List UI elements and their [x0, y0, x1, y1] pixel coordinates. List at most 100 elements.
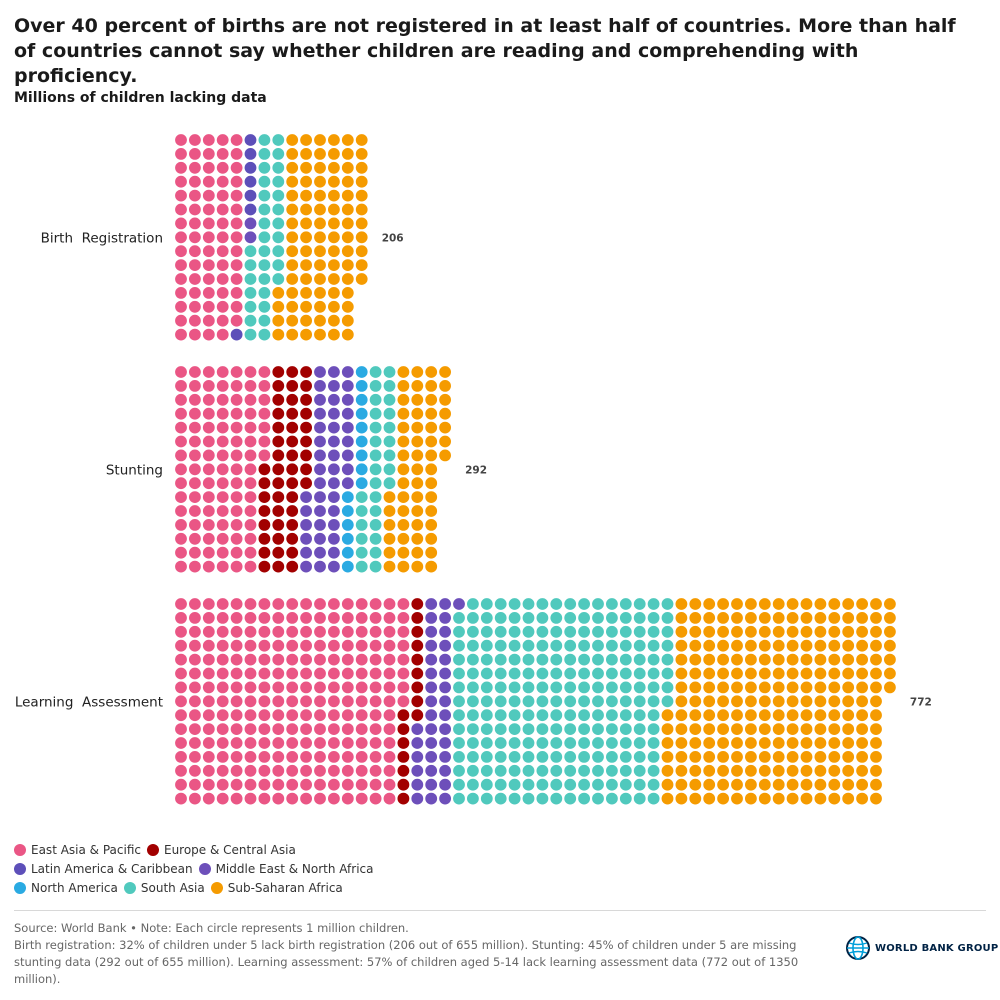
- waffle-dot: [328, 231, 340, 244]
- waffle-dot: [328, 598, 340, 610]
- waffle-dot: [411, 723, 424, 735]
- waffle-dot: [355, 709, 368, 722]
- waffle-dot: [578, 764, 590, 777]
- legend-item[interactable]: Latin America & Caribbean: [14, 862, 193, 876]
- waffle-dot: [397, 792, 410, 805]
- category-label: Stunting: [106, 462, 163, 478]
- waffle-dot: [328, 449, 340, 462]
- waffle-dot: [286, 175, 299, 188]
- waffle-dot: [814, 653, 827, 666]
- waffle-dot: [633, 667, 646, 680]
- waffle-dot: [675, 653, 688, 666]
- waffle-dot: [189, 203, 201, 216]
- waffle-dot: [216, 287, 229, 299]
- waffle-dot: [244, 778, 257, 791]
- waffle-dot: [480, 695, 493, 708]
- waffle-dot: [341, 519, 354, 531]
- waffle-dot: [216, 134, 229, 146]
- waffle-dot: [175, 231, 187, 244]
- legend-label: South Asia: [140, 880, 205, 895]
- legend-item[interactable]: Europe & Central Asia: [146, 843, 296, 857]
- waffle-dot: [230, 328, 243, 341]
- waffle-dot: [745, 625, 757, 638]
- waffle-dot: [314, 792, 326, 805]
- waffle-dot: [272, 505, 285, 517]
- waffle-dot: [536, 737, 549, 749]
- waffle-dot: [828, 667, 841, 680]
- waffle-dot: [189, 695, 201, 708]
- waffle-dot: [314, 695, 326, 708]
- waffle-dot: [425, 463, 438, 476]
- waffle-dot: [202, 723, 215, 735]
- waffle-dot: [689, 751, 702, 763]
- waffle-dot: [355, 134, 368, 146]
- waffle-dot: [175, 393, 187, 406]
- waffle-dot: [828, 709, 841, 722]
- waffle-dot: [328, 148, 340, 160]
- waffle-dot: [508, 792, 521, 805]
- waffle-dot: [411, 435, 424, 448]
- waffle-dot: [606, 695, 618, 708]
- waffle-dot: [175, 287, 187, 299]
- waffle-dot: [439, 751, 451, 763]
- waffle-dot: [300, 778, 312, 791]
- waffle-dot: [300, 681, 312, 694]
- legend-item[interactable]: North America: [14, 881, 118, 895]
- waffle-dot: [355, 189, 368, 202]
- waffle-dot: [189, 612, 201, 624]
- waffle-dot: [731, 653, 743, 666]
- waffle-dot: [439, 421, 451, 434]
- waffle-dot: [286, 778, 299, 791]
- waffle-dot: [856, 723, 868, 735]
- waffle-dot: [175, 491, 187, 503]
- waffle-dot: [258, 709, 271, 722]
- waffle-dot: [411, 653, 424, 666]
- waffle-dot: [480, 764, 493, 777]
- waffle-dot: [884, 625, 896, 638]
- waffle-dot: [717, 751, 729, 763]
- waffle-dot: [480, 598, 493, 610]
- waffle-dot: [189, 259, 201, 271]
- waffle-dot: [828, 681, 841, 694]
- waffle-dot: [814, 751, 827, 763]
- waffle-dot: [286, 449, 299, 462]
- waffle-dot: [745, 709, 757, 722]
- waffle-dot: [175, 380, 187, 392]
- waffle-dot: [341, 463, 354, 476]
- waffle-dot: [494, 625, 507, 638]
- waffle-dot: [467, 737, 479, 749]
- waffle-dot: [522, 653, 535, 666]
- waffle-dot: [369, 477, 382, 490]
- waffle-dot: [758, 709, 771, 722]
- waffle-dot: [355, 245, 368, 258]
- waffle-dot: [606, 653, 618, 666]
- waffle-dot: [828, 792, 841, 805]
- waffle-dot: [425, 653, 438, 666]
- footnote: Source: World Bank • Note: Each circle r…: [14, 920, 814, 988]
- legend-item[interactable]: East Asia & Pacific: [14, 843, 141, 857]
- waffle-dot: [564, 723, 577, 735]
- waffle-dot: [328, 463, 340, 476]
- world-bank-logo[interactable]: WORLD BANK GROUP: [846, 936, 998, 960]
- waffle-dot: [300, 148, 312, 160]
- legend-item[interactable]: South Asia: [123, 880, 205, 895]
- waffle-dot: [314, 287, 326, 299]
- waffle-dot: [647, 653, 660, 666]
- waffle-dot: [314, 560, 326, 573]
- waffle-dot: [786, 667, 799, 680]
- waffle-dot: [272, 519, 285, 531]
- waffle-dot: [731, 625, 743, 638]
- waffle-dot: [536, 681, 549, 694]
- waffle-dot: [230, 546, 243, 559]
- waffle-dot: [731, 778, 743, 791]
- waffle-dot: [772, 612, 785, 624]
- waffle-dot: [661, 681, 674, 694]
- waffle-dot: [286, 477, 299, 490]
- legend-item[interactable]: Sub-Saharan Africa: [210, 881, 343, 895]
- waffle-dot: [272, 723, 285, 735]
- legend-item[interactable]: Middle East & North Africa: [198, 862, 374, 876]
- waffle-dot: [314, 764, 326, 777]
- waffle-dot: [703, 667, 716, 680]
- waffle-dot: [369, 751, 382, 763]
- waffle-dot: [202, 231, 215, 244]
